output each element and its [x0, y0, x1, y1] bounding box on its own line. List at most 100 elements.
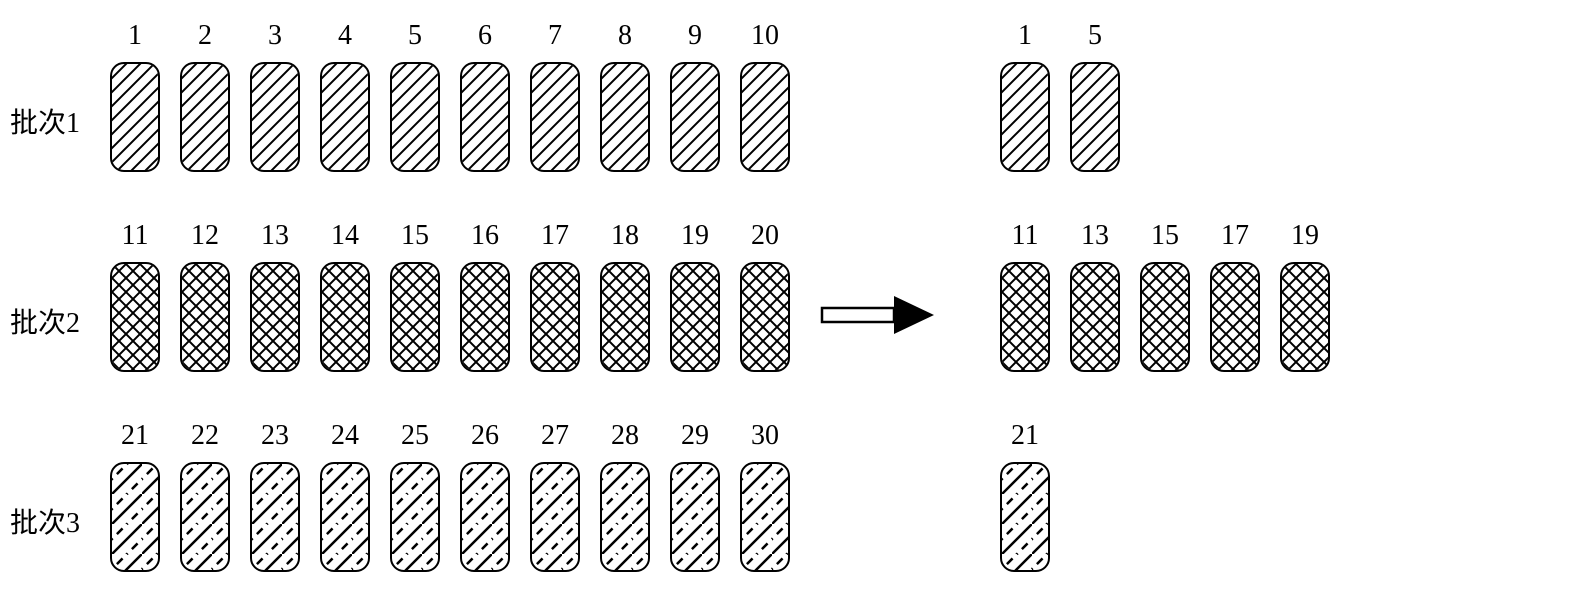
capsule-shape: [320, 462, 370, 572]
capsule-shape: [600, 462, 650, 572]
capsule-shape: [670, 62, 720, 172]
batch-item: 11: [110, 220, 160, 372]
batch-item: 9: [670, 20, 720, 172]
batch-item: 19: [1280, 220, 1330, 372]
capsule-shape: [530, 462, 580, 572]
batch-item: 12: [180, 220, 230, 372]
capsule-shape: [180, 62, 230, 172]
item-number-label: 18: [611, 220, 639, 252]
batch-items-right: 15: [1000, 20, 1120, 172]
item-number-label: 4: [338, 20, 352, 52]
item-number-label: 21: [121, 420, 149, 452]
batch-item: 14: [320, 220, 370, 372]
batch-item: 5: [1070, 20, 1120, 172]
batch-row-left: 批次211121314151617181920: [10, 220, 790, 372]
item-number-label: 14: [331, 220, 359, 252]
batch-item: 13: [1070, 220, 1120, 372]
capsule-shape: [110, 462, 160, 572]
batch-item: 16: [460, 220, 510, 372]
item-number-label: 10: [751, 20, 779, 52]
capsule-shape: [1000, 262, 1050, 372]
item-number-label: 28: [611, 420, 639, 452]
item-number-label: 1: [128, 20, 142, 52]
batch-item: 26: [460, 420, 510, 572]
batch-row-left: 批次321222324252627282930: [10, 420, 790, 572]
batch-item: 25: [390, 420, 440, 572]
item-number-label: 20: [751, 220, 779, 252]
batch-items-right: 1113151719: [1000, 220, 1330, 372]
capsule-shape: [600, 262, 650, 372]
batch-item: 8: [600, 20, 650, 172]
batch-items-left: 11121314151617181920: [110, 220, 790, 372]
capsule-shape: [460, 262, 510, 372]
item-number-label: 23: [261, 420, 289, 452]
batch-item: 10: [740, 20, 790, 172]
item-number-label: 5: [1088, 20, 1102, 52]
batch-row-left: 批次1 1 2 3 4 5 6 7 8 9 10: [10, 20, 790, 172]
batch-item: 5: [390, 20, 440, 172]
batch-item: 28: [600, 420, 650, 572]
capsule-shape: [110, 62, 160, 172]
capsule-shape: [740, 262, 790, 372]
batch-item: 6: [460, 20, 510, 172]
capsule-shape: [390, 62, 440, 172]
item-number-label: 5: [408, 20, 422, 52]
capsule-shape: [1070, 262, 1120, 372]
capsule-shape: [390, 462, 440, 572]
item-number-label: 15: [401, 220, 429, 252]
item-number-label: 6: [478, 20, 492, 52]
capsule-shape: [180, 462, 230, 572]
item-number-label: 21: [1011, 420, 1039, 452]
item-number-label: 3: [268, 20, 282, 52]
batch-item: 3: [250, 20, 300, 172]
batch-items-right: 21: [1000, 420, 1050, 572]
capsule-shape: [320, 62, 370, 172]
capsule-shape: [1070, 62, 1120, 172]
capsule-shape: [250, 462, 300, 572]
capsule-shape: [670, 262, 720, 372]
batch-item: 13: [250, 220, 300, 372]
capsule-shape: [530, 62, 580, 172]
item-number-label: 16: [471, 220, 499, 252]
batch-item: 22: [180, 420, 230, 572]
batch-item: 2: [180, 20, 230, 172]
capsule-shape: [180, 262, 230, 372]
batch-row-right: 1113151719: [1000, 220, 1330, 372]
batch-item: 27: [530, 420, 580, 572]
capsule-shape: [250, 62, 300, 172]
batch-item: 1: [110, 20, 160, 172]
item-number-label: 27: [541, 420, 569, 452]
item-number-label: 12: [191, 220, 219, 252]
item-number-label: 13: [261, 220, 289, 252]
item-number-label: 29: [681, 420, 709, 452]
batch-item: 18: [600, 220, 650, 372]
capsule-shape: [600, 62, 650, 172]
batch-item: 21: [1000, 420, 1050, 572]
item-number-label: 1: [1018, 20, 1032, 52]
batch-label: 批次3: [10, 501, 110, 541]
batch-row-right: 15: [1000, 20, 1120, 172]
batch-item: 1: [1000, 20, 1050, 172]
item-number-label: 19: [681, 220, 709, 252]
item-number-label: 24: [331, 420, 359, 452]
item-number-label: 8: [618, 20, 632, 52]
capsule-shape: [250, 262, 300, 372]
item-number-label: 2: [198, 20, 212, 52]
capsule-shape: [390, 262, 440, 372]
item-number-label: 19: [1291, 220, 1319, 252]
capsule-shape: [460, 462, 510, 572]
batch-items-left: 21222324252627282930: [110, 420, 790, 572]
batch-item: 23: [250, 420, 300, 572]
item-number-label: 17: [1221, 220, 1249, 252]
capsule-shape: [740, 62, 790, 172]
batch-label: 批次1: [10, 101, 110, 141]
batch-item: 24: [320, 420, 370, 572]
item-number-label: 22: [191, 420, 219, 452]
batch-item: 15: [390, 220, 440, 372]
batch-item: 21: [110, 420, 160, 572]
batch-item: 7: [530, 20, 580, 172]
capsule-shape: [1280, 262, 1330, 372]
capsule-shape: [1000, 462, 1050, 572]
item-number-label: 25: [401, 420, 429, 452]
item-number-label: 15: [1151, 220, 1179, 252]
